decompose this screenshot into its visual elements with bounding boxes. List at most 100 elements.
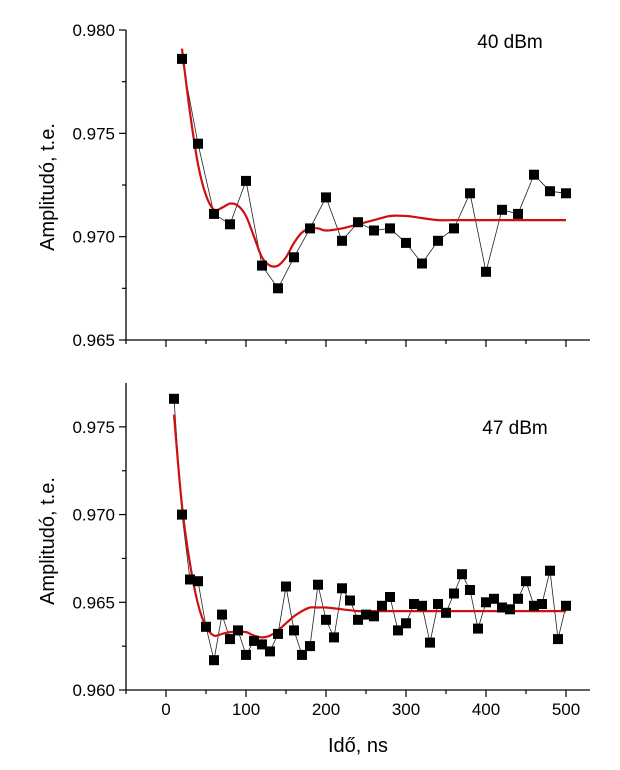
y-axis-label-bottom: Amplitudó, t.e. [37, 477, 59, 605]
data-point [401, 618, 411, 629]
y-tick-label: 0.980 [72, 21, 115, 40]
data-point [209, 208, 219, 219]
y-tick-label: 0.970 [72, 228, 115, 247]
data-point [553, 634, 563, 645]
chart-panel-40dbm: 0.965 0.970 0.975 0.980 40 dBm [72, 21, 590, 350]
data-point [353, 217, 363, 228]
data-point [409, 599, 419, 609]
data-point [489, 593, 499, 604]
data-point [369, 611, 379, 622]
data-point [481, 597, 491, 608]
data-point [169, 393, 179, 404]
data-point [529, 169, 539, 180]
data-point [369, 225, 379, 236]
y-tick-label: 0.965 [72, 593, 115, 612]
x-tick-label: 300 [392, 700, 420, 719]
y-tick-label: 0.975 [72, 124, 115, 143]
y-tick-label: 0.965 [72, 331, 115, 350]
data-point [513, 208, 523, 219]
data-point [217, 609, 227, 620]
data-point [529, 600, 539, 611]
data-point [513, 593, 523, 604]
data-point [465, 188, 475, 199]
data-point [177, 509, 187, 520]
data-point [225, 634, 235, 645]
data-point [305, 641, 315, 652]
power-annotation: 40 dBm [477, 32, 542, 53]
data-point [393, 625, 403, 636]
data-point [337, 583, 347, 594]
data-point [417, 600, 427, 611]
data-point [329, 632, 339, 643]
data-point [305, 223, 315, 234]
x-tick-label: 200 [312, 700, 340, 719]
data-point [241, 649, 251, 660]
data-point [273, 283, 283, 294]
data-point [193, 138, 203, 149]
y-tick-label: 0.960 [72, 681, 115, 700]
data-point [361, 609, 371, 620]
data-point [521, 576, 531, 587]
data-point [321, 192, 331, 203]
data-point [505, 604, 515, 615]
data-point [433, 235, 443, 246]
data-point [449, 588, 459, 599]
data-point [385, 592, 395, 602]
data-point [401, 237, 411, 248]
data-point [345, 595, 355, 606]
data-point [321, 614, 331, 625]
data-point [561, 188, 571, 199]
data-connector-line [181, 58, 567, 290]
data-point [297, 649, 307, 660]
data-point [209, 655, 219, 666]
y-axis-label-top: Amplitudó, t.e. [37, 123, 59, 251]
data-point [561, 600, 571, 611]
data-point [449, 223, 459, 234]
data-point [425, 637, 435, 648]
data-point [257, 260, 267, 271]
data-point [481, 266, 491, 277]
data-point [441, 607, 451, 618]
data-point [545, 565, 555, 576]
data-point [377, 600, 387, 611]
x-tick-label: 100 [232, 700, 260, 719]
data-point [385, 223, 395, 234]
x-tick-label: 400 [472, 700, 500, 719]
data-point [465, 585, 475, 595]
data-point [457, 569, 467, 580]
power-annotation: 47 dBm [482, 418, 547, 439]
x-axis-label: Idő, ns [328, 735, 388, 757]
data-point [337, 235, 347, 246]
data-point [249, 635, 259, 646]
data-point [289, 625, 299, 636]
fit-curve [180, 48, 566, 268]
x-tick-label: 0 [161, 700, 170, 719]
data-point [257, 639, 267, 650]
data-point [433, 599, 443, 609]
data-point [177, 53, 187, 64]
data-point [241, 175, 251, 186]
x-tick-label: 500 [552, 700, 580, 719]
data-point [265, 646, 275, 657]
data-point [537, 599, 547, 609]
data-point [353, 614, 363, 625]
data-point [193, 576, 203, 587]
data-point [313, 579, 323, 590]
data-point [185, 574, 195, 585]
data-point [497, 204, 507, 215]
y-tick-label: 0.975 [72, 418, 115, 437]
data-point [273, 628, 283, 639]
data-point [497, 602, 507, 613]
data-point [233, 625, 243, 636]
data-point [473, 623, 483, 634]
chart-panel-47dbm: 0.960 0.965 0.970 0.975 0 100 200 300 400 500 47 d… [72, 383, 590, 719]
data-point [281, 581, 291, 592]
data-point [201, 621, 211, 632]
data-point [289, 252, 299, 263]
y-tick-label: 0.970 [72, 506, 115, 525]
data-point [417, 258, 427, 269]
data-point [545, 186, 555, 197]
data-point [225, 219, 235, 230]
fit-curve [172, 414, 566, 639]
